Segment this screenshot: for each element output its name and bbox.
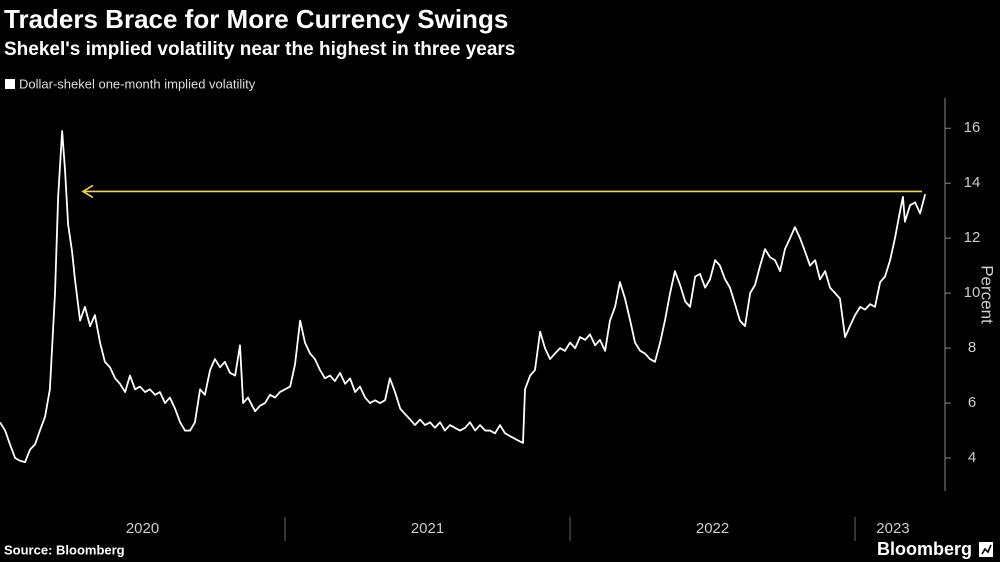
y-tick-label: 14 (964, 174, 981, 191)
brand: Bloomberg (877, 539, 972, 559)
legend-swatch (5, 79, 15, 89)
y-tick-label: 8 (968, 339, 976, 356)
x-tick-label: 2023 (876, 520, 909, 537)
chart-title: Traders Brace for More Currency Swings (4, 4, 508, 34)
y-tick-label: 6 (968, 394, 976, 411)
brand-icon-glyph (981, 544, 992, 555)
y-tick-label: 10 (964, 284, 981, 301)
source: Source: Bloomberg (4, 542, 125, 557)
x-tick-label: 2020 (126, 520, 159, 537)
brand-icon (979, 542, 993, 557)
chart-subtitle: Shekel's implied volatility near the hig… (4, 39, 515, 60)
x-tick-label: 2021 (411, 520, 444, 537)
x-tick-label: 2022 (696, 520, 729, 537)
legend-label: Dollar-shekel one-month implied volatili… (19, 76, 256, 91)
series-line (0, 130, 927, 464)
y-axis-label: Percent (978, 265, 997, 324)
y-tick-label: 12 (964, 229, 981, 246)
y-tick-label: 4 (968, 449, 976, 466)
y-tick-label: 16 (964, 119, 981, 136)
annotation-arrowhead (81, 184, 94, 199)
